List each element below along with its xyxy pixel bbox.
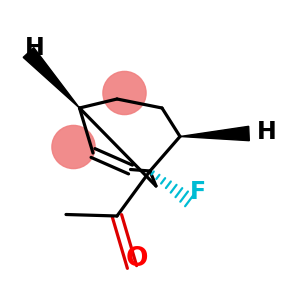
Circle shape bbox=[52, 125, 95, 169]
Polygon shape bbox=[180, 126, 249, 141]
Text: H: H bbox=[257, 120, 277, 144]
Text: O: O bbox=[125, 247, 148, 272]
Text: F: F bbox=[190, 180, 206, 204]
Polygon shape bbox=[23, 48, 80, 108]
Text: H: H bbox=[25, 36, 44, 60]
Circle shape bbox=[103, 71, 146, 115]
